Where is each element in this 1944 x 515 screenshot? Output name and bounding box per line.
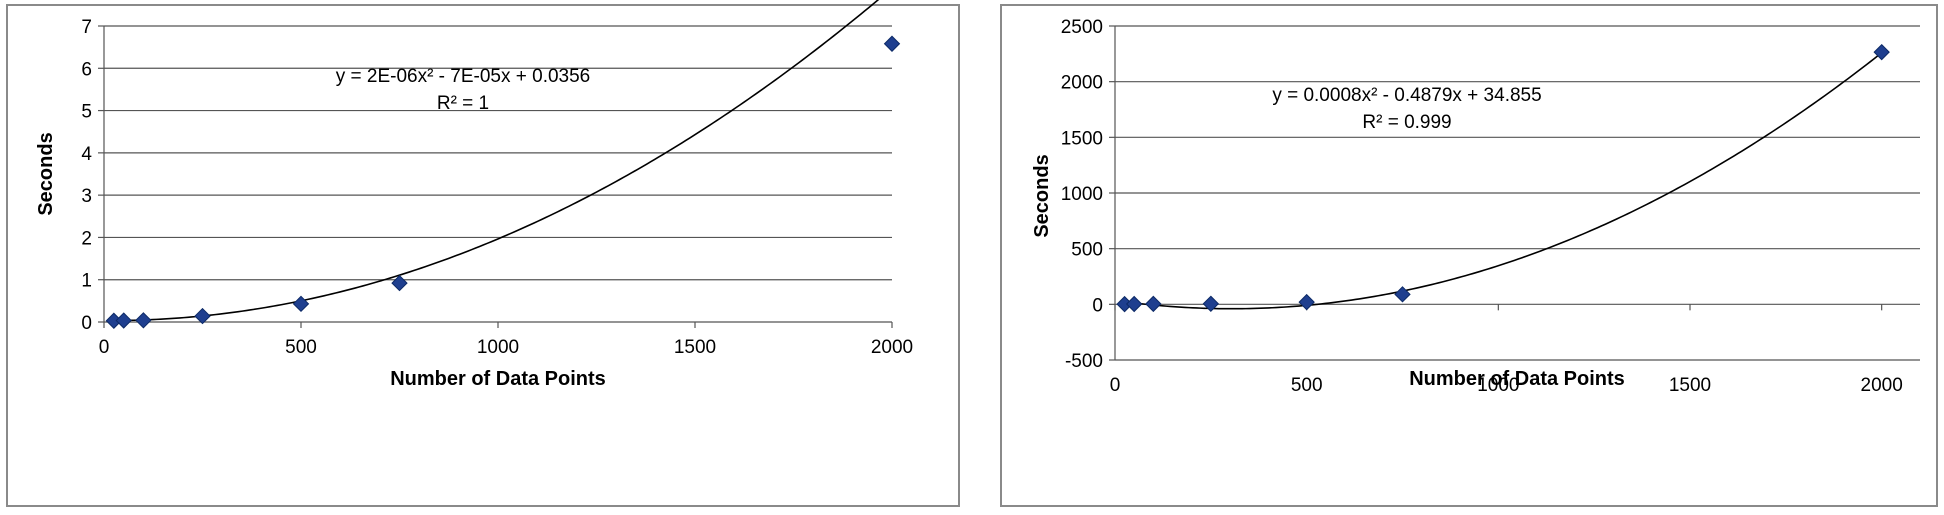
x-tick-label: 2000 xyxy=(1861,375,1903,396)
x-tick-label: 1500 xyxy=(1669,375,1711,396)
chart-panel-left: 0 1 2 3 4 5 6 7 0 500 1000 1500 2000 y = 2E-06x² - … xyxy=(6,0,960,507)
y-tick-label: 2500 xyxy=(1061,17,1103,38)
data-point xyxy=(1394,286,1411,303)
x-tick-label: 0 xyxy=(1110,375,1121,396)
y-tick-label: 0 xyxy=(1092,295,1103,316)
chart-left-y-axis-title: Seconds xyxy=(35,132,57,215)
y-tick-label: 5 xyxy=(81,102,92,123)
x-tick-label: 1000 xyxy=(477,337,519,358)
data-point xyxy=(1298,293,1315,311)
y-tick-label: 6 xyxy=(81,59,92,80)
data-point xyxy=(1125,295,1143,313)
chart-left-equation: y = 2E-06x² - 7E-05x + 0.0356 xyxy=(336,66,591,87)
x-tick-label: 0 xyxy=(99,337,110,358)
y-tick-label: 2000 xyxy=(1061,73,1103,94)
chart-left-svg: 0 1 2 3 4 5 6 7 0 500 1000 1500 2000 y = 2E-06x² - … xyxy=(35,0,913,390)
x-tick-label: 500 xyxy=(1291,375,1323,396)
chart-right-r-squared: R² = 0.999 xyxy=(1362,112,1451,133)
x-tick-label: 2000 xyxy=(871,337,913,358)
y-tick-label: -500 xyxy=(1065,351,1103,372)
data-point xyxy=(135,312,152,329)
y-tick-label: 1000 xyxy=(1061,184,1103,205)
data-point xyxy=(1202,295,1220,312)
chart-right-equation: y = 0.0008x² - 0.4879x + 34.855 xyxy=(1272,85,1541,106)
chart-panel-right: -500 0 500 1000 1500 2000 2500 0 500 1000 1500 200… xyxy=(1000,4,1938,507)
y-tick-label: 0 xyxy=(81,313,92,334)
chart-left-grid xyxy=(98,25,893,328)
data-point xyxy=(883,35,901,52)
data-point xyxy=(1873,43,1890,61)
y-tick-label: 4 xyxy=(81,144,92,165)
data-point xyxy=(1145,295,1162,313)
y-tick-label: 500 xyxy=(1071,240,1103,261)
chart-right-svg: -500 0 500 1000 1500 2000 2500 0 500 1000 1500 200… xyxy=(1031,17,1920,396)
x-tick-label: 500 xyxy=(285,337,317,358)
y-tick-label: 7 xyxy=(81,17,92,38)
data-point xyxy=(115,312,132,329)
data-point xyxy=(194,307,211,325)
y-tick-label: 1500 xyxy=(1061,128,1103,149)
chart-left-trendline xyxy=(113,0,880,322)
y-tick-label: 3 xyxy=(81,186,92,207)
y-tick-label: 2 xyxy=(81,228,92,249)
chart-right-grid xyxy=(1109,25,1920,361)
chart-left-x-axis-title: Number of Data Points xyxy=(390,368,606,390)
y-tick-label: 1 xyxy=(81,271,92,292)
x-tick-label: 1500 xyxy=(674,337,716,358)
chart-right-x-axis-title: Number of Data Points xyxy=(1409,368,1625,390)
chart-right-trendline xyxy=(1124,52,1883,310)
data-point xyxy=(391,274,408,292)
chart-right-y-axis-title: Seconds xyxy=(1031,154,1053,237)
data-point xyxy=(292,295,310,313)
chart-left-r-squared: R² = 1 xyxy=(437,93,489,114)
x-tick-label: 1000 xyxy=(1477,375,1519,396)
